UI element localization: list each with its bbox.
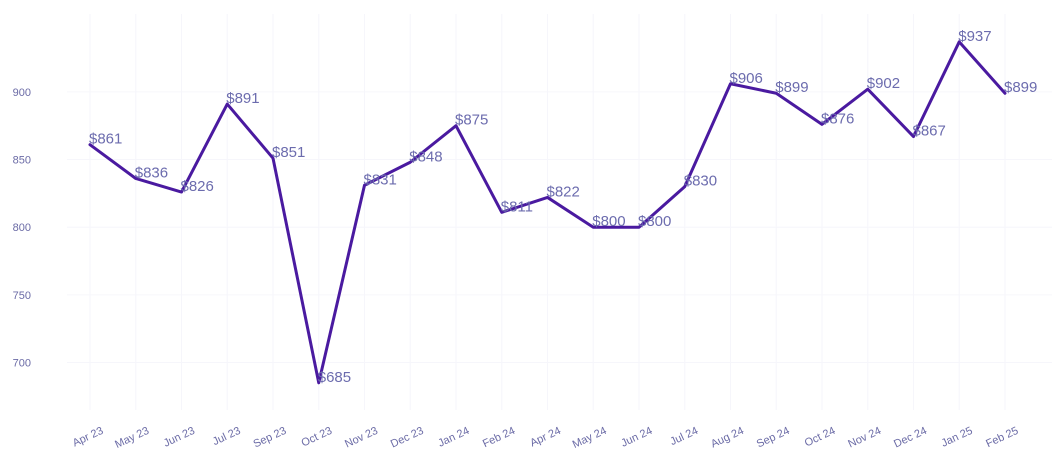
- y-tick-label: 900: [13, 87, 31, 99]
- y-tick-label: 850: [13, 155, 31, 167]
- x-tick-label: Oct 24: [803, 425, 837, 450]
- data-label: $899: [1004, 79, 1037, 96]
- data-label: $867: [913, 123, 946, 140]
- x-tick-label: Jul 24: [668, 425, 700, 448]
- x-tick-label: Jan 24: [436, 425, 471, 450]
- x-tick-label: Aug 24: [709, 425, 746, 451]
- data-label: $861: [89, 131, 122, 148]
- x-tick-label: Nov 23: [343, 425, 380, 451]
- data-label: $891: [226, 90, 259, 107]
- data-label: $800: [638, 213, 671, 230]
- data-label: $848: [409, 148, 442, 165]
- x-tick-label: Jun 23: [162, 425, 197, 450]
- data-labels: $861 $836 $826 $891 $851 $685 $831 $848 $875 $811…: [89, 28, 1037, 386]
- y-tick-label: 800: [13, 222, 31, 234]
- x-tick-label: Apr 23: [71, 425, 105, 450]
- y-tick-label: 750: [13, 290, 31, 302]
- x-tick-label: Oct 23: [300, 425, 334, 450]
- data-label: $902: [867, 75, 900, 92]
- x-tick-label: Jan 25: [940, 425, 975, 450]
- x-tick-label: Feb 24: [481, 425, 517, 450]
- x-tick-label: Jul 23: [211, 425, 243, 448]
- data-label: $685: [318, 369, 351, 386]
- data-label: $836: [135, 164, 168, 181]
- grid-lines: [67, 14, 1052, 410]
- x-tick-label: Sep 23: [252, 425, 289, 451]
- data-label: $830: [684, 173, 717, 190]
- data-label: $875: [455, 112, 488, 129]
- data-label: $876: [821, 110, 854, 127]
- data-label: $899: [775, 79, 808, 96]
- x-tick-label: Dec 24: [892, 425, 929, 451]
- data-label: $800: [592, 213, 625, 230]
- x-tick-label: Jun 24: [619, 425, 654, 450]
- x-tick-label: Feb 25: [984, 425, 1020, 450]
- data-label: $906: [730, 70, 763, 87]
- data-label: $826: [181, 178, 214, 195]
- data-label: $822: [547, 183, 580, 200]
- y-tick-label: 700: [13, 358, 31, 370]
- x-tick-label: Dec 23: [389, 425, 426, 451]
- x-tick-label: May 23: [113, 425, 151, 451]
- x-tick-label: Nov 24: [846, 425, 883, 451]
- data-label: $831: [364, 171, 397, 188]
- data-label: $811: [501, 198, 533, 215]
- data-label: $851: [272, 144, 305, 161]
- x-tick-label: May 24: [571, 425, 609, 451]
- x-tick-label: Apr 24: [528, 425, 562, 450]
- x-axis-ticks: Apr 23 May 23 Jun 23 Jul 23 Sep 23 Oct 23 Nov …: [71, 425, 1020, 451]
- x-tick-label: Sep 24: [755, 425, 792, 451]
- y-axis-ticks: 700 750 800 850 900: [13, 87, 31, 370]
- series-line: [88, 40, 1007, 385]
- data-label: $937: [958, 28, 991, 45]
